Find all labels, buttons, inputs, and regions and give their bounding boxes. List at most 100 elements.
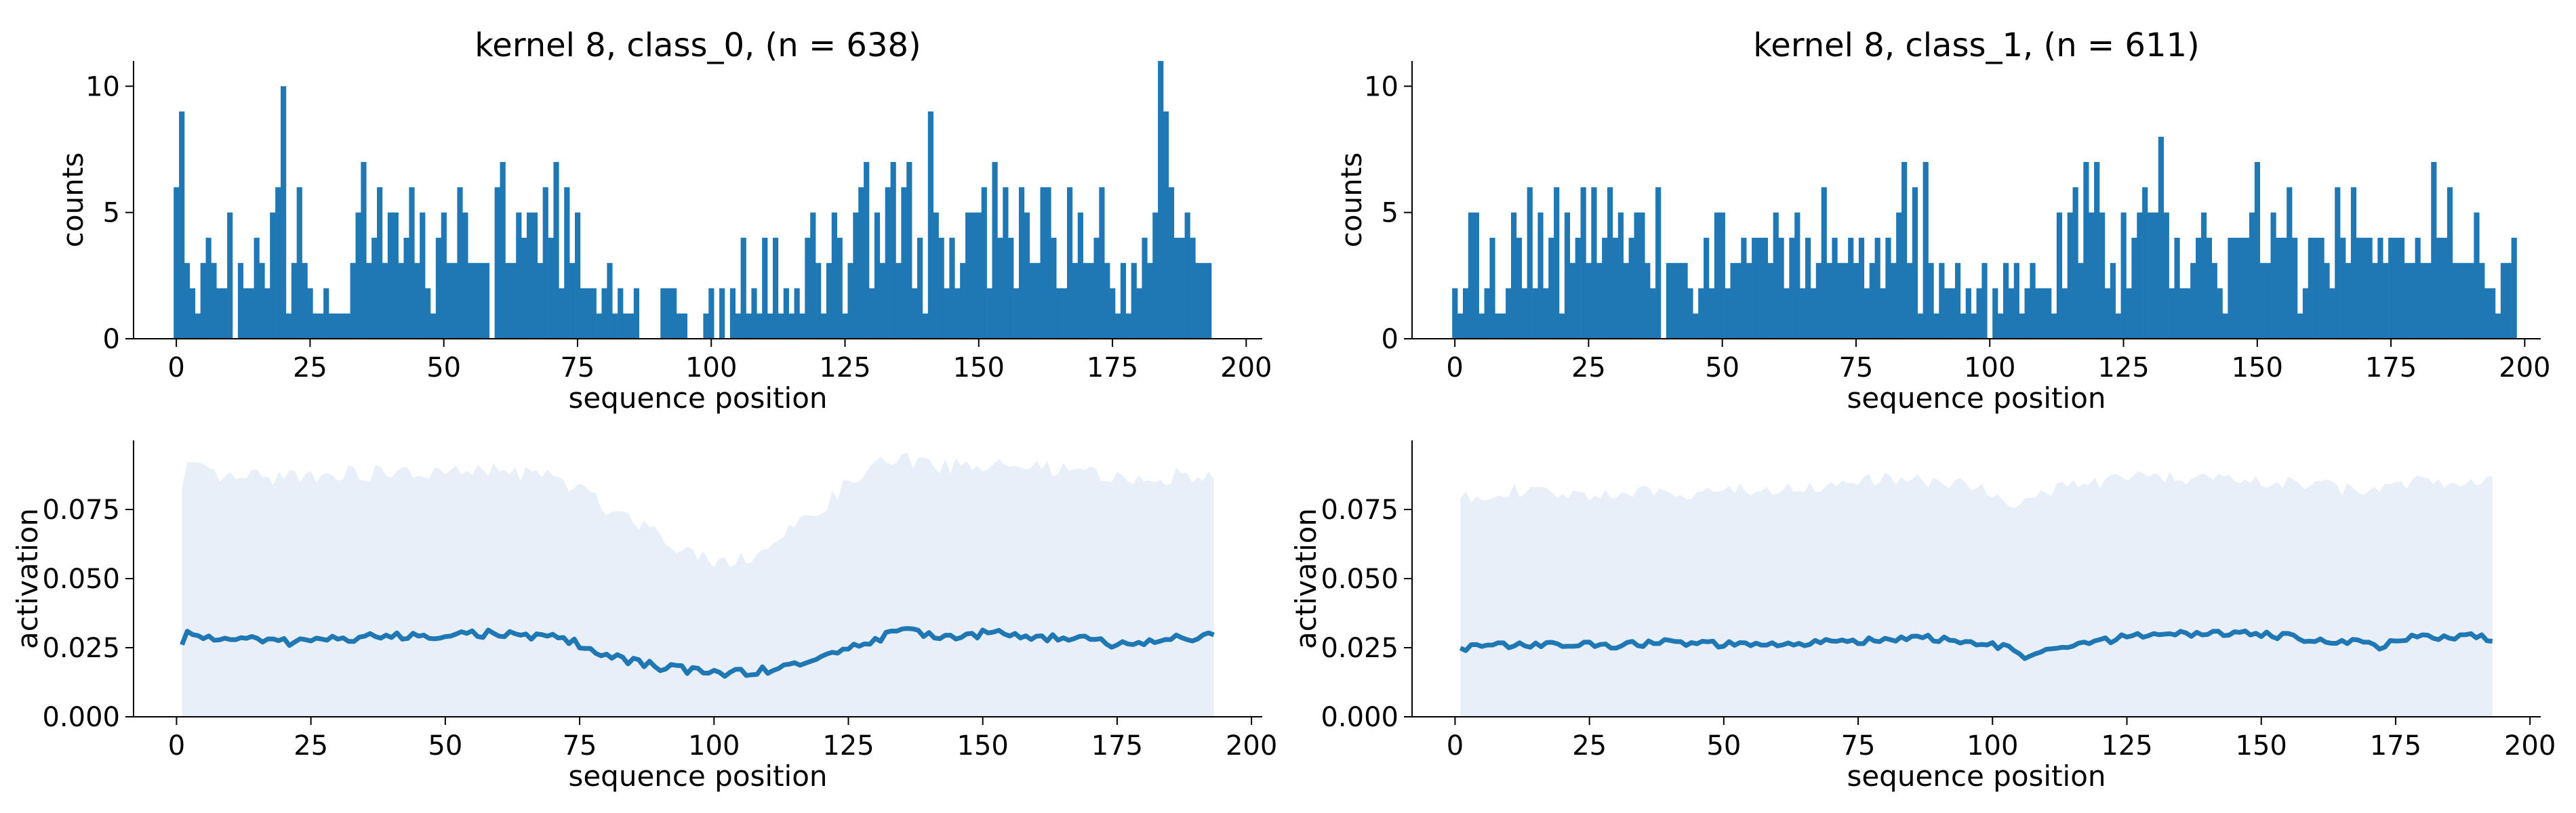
bar	[446, 263, 452, 339]
bar	[1628, 237, 1634, 339]
bar	[2388, 237, 2394, 339]
bar	[1965, 288, 1971, 339]
bar	[329, 313, 335, 339]
bar	[746, 313, 752, 339]
bar	[1687, 288, 1693, 339]
bar	[938, 237, 944, 339]
bar	[757, 313, 763, 339]
bar	[285, 313, 292, 339]
bar	[1923, 162, 1929, 339]
bar	[2110, 263, 2116, 339]
bar	[2404, 263, 2410, 339]
x-tick-label: 200	[1220, 352, 1272, 383]
bar	[531, 212, 538, 339]
bar	[2442, 237, 2448, 339]
bar	[2163, 212, 2169, 339]
y-tick-label: 0.000	[1321, 702, 1398, 733]
x-tick-label: 150	[953, 352, 1005, 383]
x-tick-label: 50	[1705, 352, 1739, 383]
bar	[441, 212, 447, 339]
chart-panel-1: 0 25 50 75 100 125 150 175 200 0 5 10 sequence posit…	[1335, 26, 2551, 415]
bar	[2318, 237, 2325, 339]
bar	[1179, 237, 1185, 339]
bar	[195, 313, 201, 339]
bar	[1003, 187, 1009, 339]
bar	[1099, 187, 1105, 339]
bar	[2035, 288, 2041, 339]
bar	[1040, 187, 1046, 339]
bar	[174, 187, 180, 339]
x-tick-label: 25	[1571, 352, 1606, 383]
bar	[361, 162, 367, 339]
y-tick-label: 5	[103, 198, 120, 229]
bar	[1634, 212, 1640, 339]
x-axis-label: sequence position	[1847, 759, 2106, 793]
bar	[1569, 263, 1575, 339]
bar	[2436, 237, 2442, 339]
chart-title: kernel 8, class_0, (n = 638)	[475, 26, 921, 64]
bar	[1607, 187, 1613, 339]
bar	[1756, 237, 1763, 339]
bar	[1056, 288, 1062, 339]
bar	[2013, 263, 2019, 339]
bar	[1735, 263, 1742, 339]
bar	[216, 288, 222, 339]
bar	[2003, 263, 2009, 339]
y-tick-label: 0.050	[1321, 564, 1398, 595]
bar	[816, 263, 822, 339]
bar	[1693, 313, 1699, 339]
bar	[975, 212, 982, 339]
bar	[537, 263, 543, 339]
x-tick-label: 125	[822, 730, 874, 762]
bar	[200, 263, 206, 339]
bar	[1778, 237, 1784, 339]
x-tick-label: 25	[1572, 730, 1607, 762]
bar	[2313, 237, 2319, 339]
bar	[1136, 288, 1142, 339]
bar	[1858, 237, 1865, 339]
bar	[1195, 263, 1201, 339]
bar	[2345, 263, 2352, 339]
bar	[1666, 263, 1672, 339]
bar	[1853, 263, 1859, 339]
bar	[1008, 237, 1014, 339]
bar	[1062, 288, 1068, 339]
x-tick-label: 200	[2499, 352, 2550, 383]
chart-panel-3: 0 25 50 75 100 125 150 175 200 0.000 0.025 0.050 0.0…	[1289, 440, 2556, 793]
x-tick-label: 100	[1964, 352, 2015, 383]
bar	[2457, 263, 2463, 339]
bar	[344, 313, 350, 339]
bar	[788, 313, 794, 339]
bar	[2179, 288, 2186, 339]
x-tick-label: 0	[1446, 352, 1463, 383]
y-tick-label: 0.000	[42, 702, 120, 733]
bar	[1013, 288, 1020, 339]
bar	[826, 263, 832, 339]
bar	[2495, 313, 2501, 339]
bar	[403, 237, 409, 339]
bar	[1206, 263, 1212, 339]
activation-mean-line	[1459, 628, 2493, 661]
bar	[414, 263, 420, 339]
bar	[1954, 263, 1961, 339]
bar	[1971, 313, 1977, 339]
bar	[1051, 237, 1057, 339]
bar	[1034, 263, 1041, 339]
bar	[1093, 237, 1100, 339]
bar	[1548, 237, 1554, 339]
bar	[548, 237, 554, 339]
bar	[1527, 187, 1533, 339]
bar	[842, 313, 848, 339]
bar	[1564, 212, 1571, 339]
bar	[2148, 212, 2154, 339]
x-tick-label: 25	[293, 352, 327, 383]
bar	[1741, 237, 1747, 339]
bar	[1864, 288, 1870, 339]
bar	[1645, 263, 1651, 339]
bar	[2324, 263, 2330, 339]
bar	[2276, 237, 2282, 339]
chart-panel-0: 0 25 50 75 100 125 150 175 200 0 5 10 sequence posit…	[56, 26, 1272, 415]
bar	[2099, 212, 2106, 339]
bar	[735, 313, 741, 339]
